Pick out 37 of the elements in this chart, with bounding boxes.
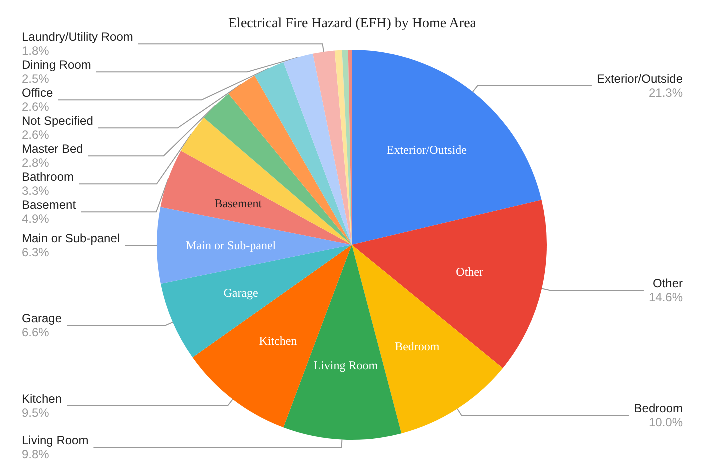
slice-label: Other (456, 265, 484, 280)
slice-label: Living Room (314, 358, 379, 373)
data-label: 2.8% (22, 156, 50, 170)
slice-label: Bedroom (395, 340, 440, 354)
slice-label: Dining Room (22, 58, 92, 72)
slice-label: Exterior/Outside (387, 143, 467, 158)
slice-label: Bathroom (22, 170, 74, 184)
slice-label: Master Bed (22, 142, 84, 156)
slice-label: Living Room (22, 434, 89, 448)
data-label: 3.3% (22, 184, 50, 198)
data-label: 2.6% (22, 128, 50, 142)
slice-label: Other (652, 276, 683, 291)
slice-label: Garage (224, 286, 258, 300)
slice-label: Basement (22, 198, 77, 212)
slice-label: Basement (214, 196, 263, 211)
data-label: 6.3% (22, 246, 50, 260)
slice-label: Main or Sub-panel (22, 232, 120, 246)
slice-label: Office (22, 86, 54, 100)
data-label: 4.9% (22, 212, 50, 226)
chart-title: Electrical Fire Hazard (EFH) by Home Area (228, 16, 478, 32)
slice-label: Bedroom (634, 402, 683, 416)
slice-label: Garage (22, 312, 62, 326)
data-label: 21.3% (648, 86, 684, 100)
data-label: 2.5% (22, 72, 50, 86)
data-label: 9.8% (22, 448, 50, 462)
data-label: 2.6% (22, 100, 50, 114)
slice-label: Exterior/Outside (596, 72, 684, 86)
slice-label: Kitchen (22, 392, 62, 406)
data-label: 9.5% (22, 406, 50, 420)
data-label: 6.6% (22, 326, 50, 340)
slice-label: Laundry/Utility Room (22, 30, 134, 44)
slice-label: Main or Sub-panel (186, 238, 277, 252)
data-label: 10.0% (648, 416, 684, 430)
data-label: 14.6% (648, 290, 684, 305)
slice-label: Kitchen (259, 334, 298, 348)
data-label: 1.8% (22, 44, 50, 58)
slice-label: Not Specified (22, 114, 94, 128)
